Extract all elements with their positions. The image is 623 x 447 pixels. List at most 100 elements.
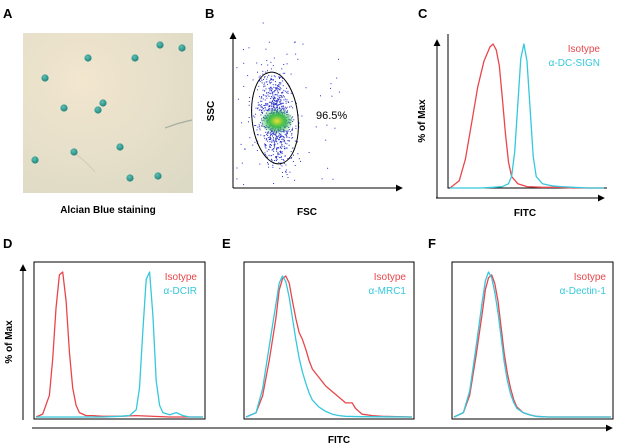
scatter-event (262, 73, 264, 75)
scatter-event (265, 144, 267, 145)
scatter-event (264, 144, 266, 146)
scatter-event (327, 167, 329, 169)
scatter-event (280, 103, 282, 105)
scatter-event (264, 153, 266, 155)
scatter-event (326, 124, 328, 126)
scatter-event (283, 107, 285, 109)
scatter-event (279, 106, 280, 108)
scatter-event (291, 134, 293, 136)
scatter-event (274, 134, 276, 136)
scatter-event (277, 91, 279, 93)
scatter-event (281, 68, 283, 70)
scatter-event (269, 101, 271, 103)
scatter-event (272, 95, 274, 97)
scatter-event (292, 147, 294, 149)
scatter-event (321, 178, 323, 180)
scatter-event (275, 87, 277, 88)
scatter-event (280, 99, 282, 101)
scatter-event (286, 136, 288, 138)
scatter-event (271, 75, 273, 77)
series-line-antibody (450, 43, 604, 189)
scatter-event (338, 58, 339, 60)
scatter-event (267, 109, 269, 111)
scatter-event (269, 136, 271, 138)
series-line-antibody (245, 275, 413, 418)
micrograph-panel (23, 33, 193, 193)
scatter-event (297, 153, 299, 155)
scatter-event (254, 116, 256, 118)
scatter-event (252, 115, 254, 117)
scatter-event (248, 47, 250, 49)
scatter-event (270, 61, 272, 63)
scatter-event (261, 107, 263, 108)
scatter-event (288, 102, 290, 103)
stained-cell (31, 156, 39, 164)
scatter-event (262, 94, 264, 96)
scatter-event (267, 137, 269, 139)
scatter-event (267, 163, 269, 165)
scatter-event (269, 137, 271, 139)
scatter-event (277, 147, 279, 149)
scatter-event (273, 107, 275, 109)
scatter-event (271, 103, 273, 105)
scatter-event (290, 92, 292, 94)
scatter-event (279, 97, 281, 99)
scatter-event (278, 96, 280, 98)
scatter-event (284, 141, 286, 143)
panel-label-c: C (418, 6, 428, 21)
panel-label-b: B (205, 6, 214, 21)
scatter-event (269, 90, 271, 92)
scatter-event (277, 153, 279, 155)
scatter-event (280, 152, 282, 154)
scatter-event (282, 136, 284, 137)
scatter-event (267, 103, 269, 105)
fsc-label: FSC (297, 207, 317, 218)
scatter-event (259, 105, 261, 107)
scatter-event (285, 134, 287, 136)
scatter-event (256, 129, 258, 131)
scatter-event (268, 80, 270, 82)
scatter-event (263, 77, 265, 79)
scatter-event (265, 48, 267, 50)
scatter-event (265, 147, 267, 149)
scatter-event (260, 134, 262, 136)
scatter-event (295, 102, 297, 104)
scatter-event (277, 100, 279, 102)
scatter-event (283, 95, 284, 97)
scatter-event (263, 94, 265, 96)
scatter-event (248, 104, 250, 106)
scatter-event (272, 140, 274, 142)
scatter-event (272, 149, 274, 151)
scatter-event (259, 109, 261, 111)
scatter-event (298, 122, 300, 124)
scatter-event (276, 107, 278, 109)
stained-cell (154, 172, 162, 180)
scatter-event (291, 101, 293, 102)
scatter-event (259, 127, 261, 129)
scatter-event (287, 177, 289, 178)
series-line-isotype (245, 275, 413, 418)
scatter-event (279, 153, 281, 155)
scatter-event (273, 150, 275, 152)
scatter-event (279, 78, 280, 79)
scatter-event (274, 145, 276, 147)
scatter-event (263, 84, 265, 86)
scatter-event (270, 146, 272, 148)
scatter-event (282, 91, 284, 93)
histogram-d-frame (33, 261, 206, 420)
scatter-event (294, 41, 296, 43)
scatter-event (287, 133, 288, 135)
scatter-event (263, 82, 265, 84)
histogram-c: Isotype α-DC-SIGN FITC % of Max (417, 34, 607, 219)
scatter-event (275, 157, 277, 159)
scatter-event (247, 75, 249, 77)
scatter-event (266, 138, 268, 140)
scatter-event (274, 97, 276, 99)
scatter-event (285, 100, 287, 102)
histogram-e-frame (243, 261, 415, 420)
scatter-event (270, 96, 272, 97)
scatter-event (259, 96, 260, 98)
scatter-event (284, 106, 286, 108)
histogram-d: Isotype α-DCIR % of Max (4, 261, 206, 420)
scatter-event (258, 104, 260, 106)
